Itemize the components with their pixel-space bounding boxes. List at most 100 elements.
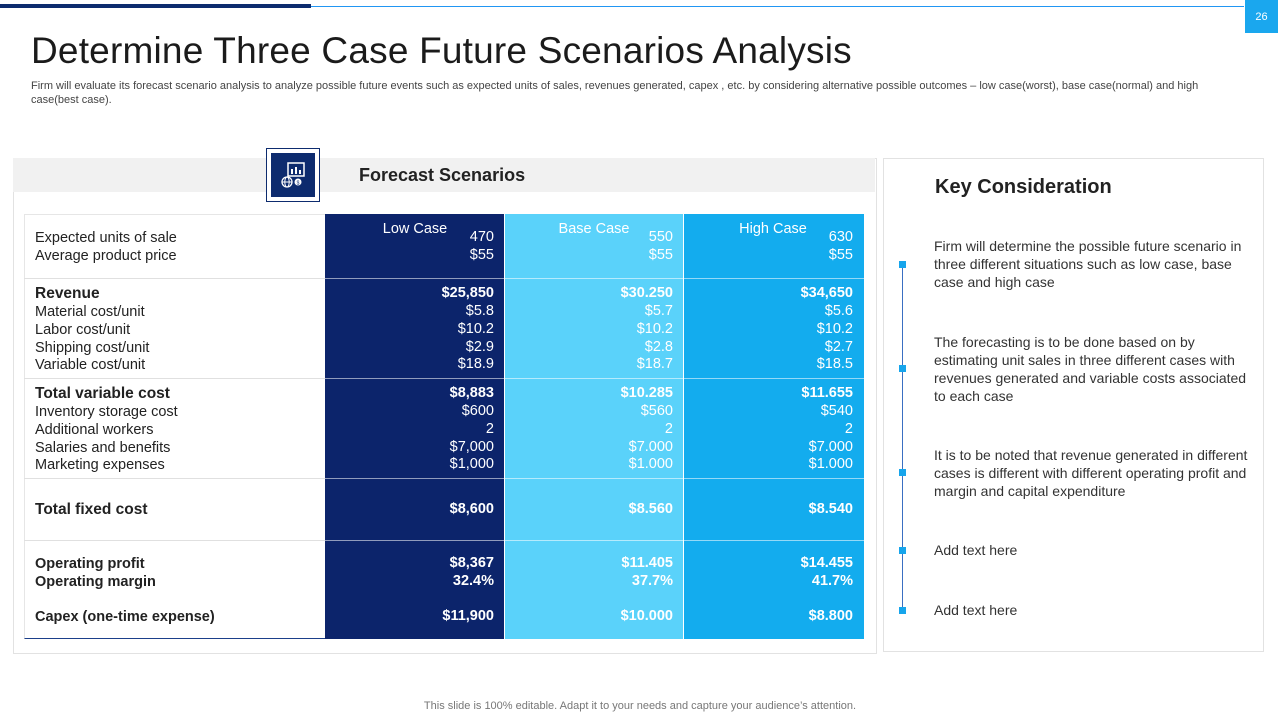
column-divider [325, 540, 504, 541]
cell-value: $2.9 [465, 339, 494, 355]
cell-value: $5.8 [465, 303, 494, 319]
cell-value: 37.7% [631, 573, 673, 589]
cell-value: $2.7 [824, 339, 853, 355]
cell-value: $8.540 [808, 501, 853, 517]
key-point: Firm will determine the possible future … [934, 238, 1242, 290]
cell-value: $7.000 [808, 439, 853, 455]
row-label: Material cost/unit [35, 304, 145, 320]
forecast-title: Forecast Scenarios [359, 165, 526, 185]
high-case-column [684, 214, 864, 639]
base-case-column [505, 214, 683, 639]
cell-value: $18.9 [457, 356, 494, 372]
column-divider [684, 378, 864, 379]
key-consideration-title: Key Consideration [935, 176, 1112, 198]
key-point: Add text here [934, 602, 1018, 618]
row-label: Marketing expenses [35, 457, 165, 473]
cell-value: $5.6 [824, 303, 853, 319]
row-label: Additional workers [35, 422, 154, 438]
row-divider [24, 540, 325, 541]
column-divider [505, 278, 683, 279]
column-divider [684, 540, 864, 541]
column-header: High Case [739, 221, 807, 237]
cell-value: 630 [828, 229, 853, 245]
timeline-dot [899, 261, 906, 268]
top-accent-bar [0, 4, 311, 8]
column-divider [505, 378, 683, 379]
cell-value: $10.2 [636, 321, 673, 337]
cell-value: $55 [828, 247, 853, 263]
cell-value: $1.000 [628, 456, 673, 472]
key-consideration-panel [883, 158, 1264, 652]
top-divider-line [311, 6, 1244, 7]
svg-text:$: $ [297, 181, 300, 187]
cell-value: $2.8 [644, 339, 673, 355]
cell-value: $10.2 [816, 321, 853, 337]
key-point: It is to be noted that revenue generated… [934, 447, 1248, 499]
key-point: The forecasting is to be done based on b… [934, 334, 1247, 404]
cell-value: 2 [485, 421, 494, 437]
row-label: Operating profit [35, 556, 145, 572]
cell-value: $1,000 [449, 456, 494, 472]
column-header: Base Case [558, 221, 630, 237]
row-label: Inventory storage cost [35, 404, 178, 420]
cell-value: $10.2 [457, 321, 494, 337]
cell-value: $11,900 [442, 608, 494, 624]
cell-value: $25,850 [441, 285, 494, 301]
timeline-dot [899, 365, 906, 372]
timeline-dot [899, 469, 906, 476]
column-divider [505, 478, 683, 479]
cell-value: $10.285 [620, 385, 673, 401]
cell-value: $7.000 [628, 439, 673, 455]
row-label: Variable cost/unit [35, 357, 146, 373]
page-title: Determine Three Case Future Scenarios An… [31, 30, 852, 71]
cell-value: $5.7 [644, 303, 673, 319]
cell-value: $30.250 [620, 285, 673, 301]
column-divider [325, 378, 504, 379]
timeline-dot [899, 607, 906, 614]
column-divider [325, 478, 504, 479]
row-label: Operating margin [35, 574, 156, 590]
cell-value: $18.5 [816, 356, 853, 372]
row-divider [24, 378, 325, 379]
column-header: Low Case [382, 221, 448, 237]
cell-value: 2 [844, 421, 853, 437]
cell-value: $14.455 [800, 555, 853, 571]
low-case-column [325, 214, 504, 639]
forecast-panel-header [13, 158, 875, 192]
key-point: Add text here [934, 542, 1018, 558]
cell-value: $10.000 [620, 608, 673, 624]
cell-value: 2 [664, 421, 673, 437]
row-divider [24, 278, 325, 279]
column-divider [505, 540, 683, 541]
column-divider [325, 278, 504, 279]
cell-value: $55 [469, 247, 494, 263]
page-number: 26 [1245, 0, 1278, 33]
cell-value: $540 [820, 403, 853, 419]
column-divider [684, 278, 864, 279]
page-subtitle: Firm will evaluate its forecast scenario… [31, 80, 1199, 106]
cell-value: $600 [461, 403, 494, 419]
row-label: Expected units of sale [35, 230, 177, 246]
footer-note: This slide is 100% editable. Adapt it to… [423, 700, 857, 712]
cell-value: $8,367 [449, 555, 494, 571]
cell-value: $18.7 [636, 356, 673, 372]
cell-value: 470 [469, 229, 494, 245]
timeline-line [902, 264, 903, 610]
timeline-dot [899, 547, 906, 554]
cell-value: $11.655 [801, 385, 853, 401]
column-divider [684, 478, 864, 479]
cell-value: $560 [640, 403, 673, 419]
cell-value: $55 [648, 247, 673, 263]
cell-value: 550 [648, 229, 673, 245]
cell-value: $7,000 [449, 439, 494, 455]
row-label: Capex (one-time expense) [35, 609, 215, 625]
row-label: Average product price [35, 248, 177, 264]
cell-value: $34,650 [800, 285, 853, 301]
row-label: Total variable cost [35, 385, 170, 402]
row-label: Shipping cost/unit [35, 340, 150, 356]
forecast-badge: $ [266, 148, 320, 202]
row-label: Revenue [35, 285, 100, 302]
row-divider [24, 478, 325, 479]
cell-value: $8.560 [628, 501, 673, 517]
row-label: Labor cost/unit [35, 322, 131, 338]
